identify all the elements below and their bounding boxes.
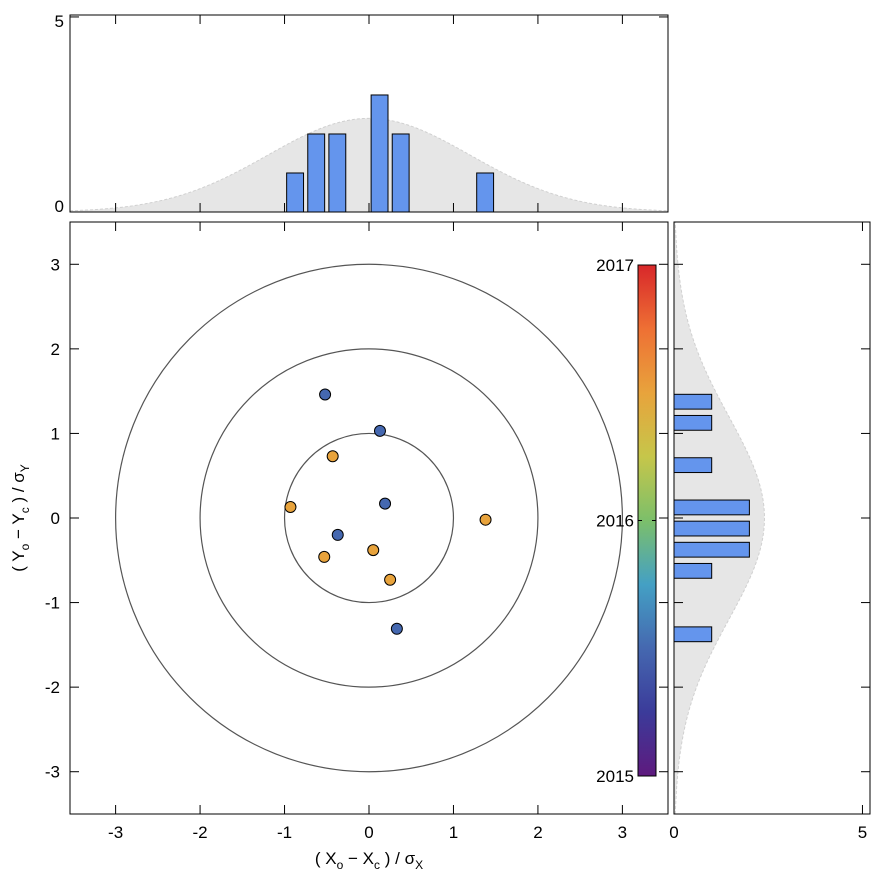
data-point — [379, 497, 392, 510]
histogram-bar — [674, 457, 713, 474]
histogram-bar — [674, 499, 750, 516]
reference-curve — [674, 222, 765, 814]
data-point — [479, 513, 492, 526]
scatter-area — [115, 263, 623, 773]
x-tick-label: 1 — [449, 823, 458, 842]
y-tick-label: -1 — [45, 594, 60, 613]
histogram-bar — [674, 626, 713, 643]
label-part: − X — [343, 849, 374, 868]
label-part: c — [374, 858, 380, 872]
colorbar-tick-label: 2015 — [596, 767, 634, 786]
x-tick-label: 0 — [669, 823, 678, 842]
y-tick-label: 0 — [55, 197, 64, 216]
y-tick-label: -3 — [45, 763, 60, 782]
label-part: − Y — [9, 513, 28, 543]
data-point — [390, 622, 403, 635]
y-tick-label: 5 — [55, 12, 64, 31]
top-frame — [69, 14, 669, 213]
label-part: o — [18, 543, 32, 550]
data-point — [326, 450, 339, 463]
histogram-bar — [391, 133, 410, 212]
data-point — [331, 528, 344, 541]
data-point — [384, 573, 397, 586]
label-part: ) / σ — [9, 472, 28, 508]
histogram-bar — [674, 562, 713, 579]
x-tick-label: -2 — [193, 823, 208, 842]
y-tick-label: 2 — [51, 340, 60, 359]
colorbar-tick-label: 2016 — [596, 512, 634, 531]
histogram-bar — [370, 94, 389, 212]
histogram-bar — [328, 133, 347, 212]
y-axis-label: ( Yo − Yc ) / σY — [9, 464, 32, 572]
label-part: Y — [18, 464, 32, 472]
histogram-bar — [476, 172, 495, 212]
data-point — [284, 501, 297, 514]
histogram-bar — [674, 541, 750, 558]
histogram-bar — [674, 520, 750, 537]
label-part: c — [18, 507, 32, 513]
x-tick-label: -1 — [277, 823, 292, 842]
label-part: ( Y — [9, 550, 28, 571]
top-histogram — [70, 94, 668, 212]
reference-circle — [199, 348, 539, 688]
x-tick-label: 2 — [533, 823, 542, 842]
x-tick-label: 5 — [858, 823, 867, 842]
x-tick-label: -3 — [108, 823, 123, 842]
right-frame — [673, 221, 871, 815]
data-point — [319, 388, 332, 401]
data-point — [373, 424, 386, 437]
x-tick-label: 0 — [364, 823, 373, 842]
y-tick-label: 0 — [51, 509, 60, 528]
right-histogram — [674, 222, 765, 814]
y-tick-label: 1 — [51, 424, 60, 443]
label-part: ) / σ — [380, 849, 416, 868]
histogram-bar — [286, 172, 305, 212]
reference-circle — [283, 432, 455, 604]
label-part: o — [337, 858, 344, 872]
x-tick-label: 3 — [618, 823, 627, 842]
label-part: X — [415, 858, 423, 872]
histogram-bar — [307, 133, 326, 212]
y-tick-label: 3 — [51, 255, 60, 274]
x-axis-label: ( Xo − Xc ) / σX — [315, 849, 423, 872]
colorbar-tick-label: 2017 — [596, 256, 634, 275]
data-point — [367, 544, 380, 557]
histogram-bar — [674, 414, 713, 431]
main-frame — [69, 221, 669, 815]
reference-circle — [115, 263, 623, 773]
reference-curve — [70, 117, 668, 212]
data-point — [318, 550, 331, 563]
label-part: ( X — [315, 849, 337, 868]
y-tick-label: -2 — [45, 678, 60, 697]
histogram-bar — [674, 393, 713, 410]
